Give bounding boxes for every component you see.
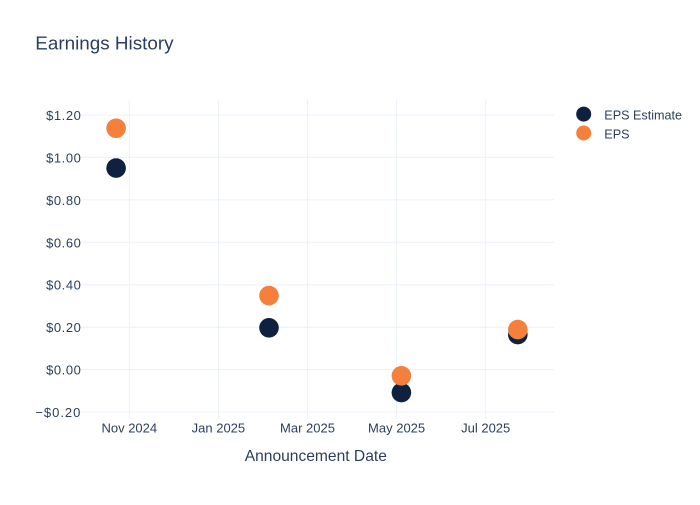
svg-text:$1.00: $1.00 xyxy=(46,150,81,165)
svg-text:Earnings History: Earnings History xyxy=(35,33,174,54)
svg-text:Nov 2024: Nov 2024 xyxy=(101,421,157,436)
svg-text:Mar 2025: Mar 2025 xyxy=(280,421,335,436)
svg-text:Jul 2025: Jul 2025 xyxy=(461,421,510,436)
svg-text:$0.80: $0.80 xyxy=(46,193,81,208)
svg-text:$0.40: $0.40 xyxy=(46,278,81,293)
svg-text:EPS: EPS xyxy=(604,127,629,141)
svg-text:$0.20: $0.20 xyxy=(46,320,81,335)
svg-text:May 2025: May 2025 xyxy=(368,421,425,436)
svg-text:$0.60: $0.60 xyxy=(46,235,81,250)
svg-text:Jan 2025: Jan 2025 xyxy=(192,421,246,436)
svg-text:$0.00: $0.00 xyxy=(46,363,81,378)
svg-text:Announcement Date: Announcement Date xyxy=(245,448,387,465)
svg-text:EPS Estimate: EPS Estimate xyxy=(604,108,682,122)
svg-text:−$0.20: −$0.20 xyxy=(35,405,81,420)
svg-text:$1.20: $1.20 xyxy=(46,108,81,123)
